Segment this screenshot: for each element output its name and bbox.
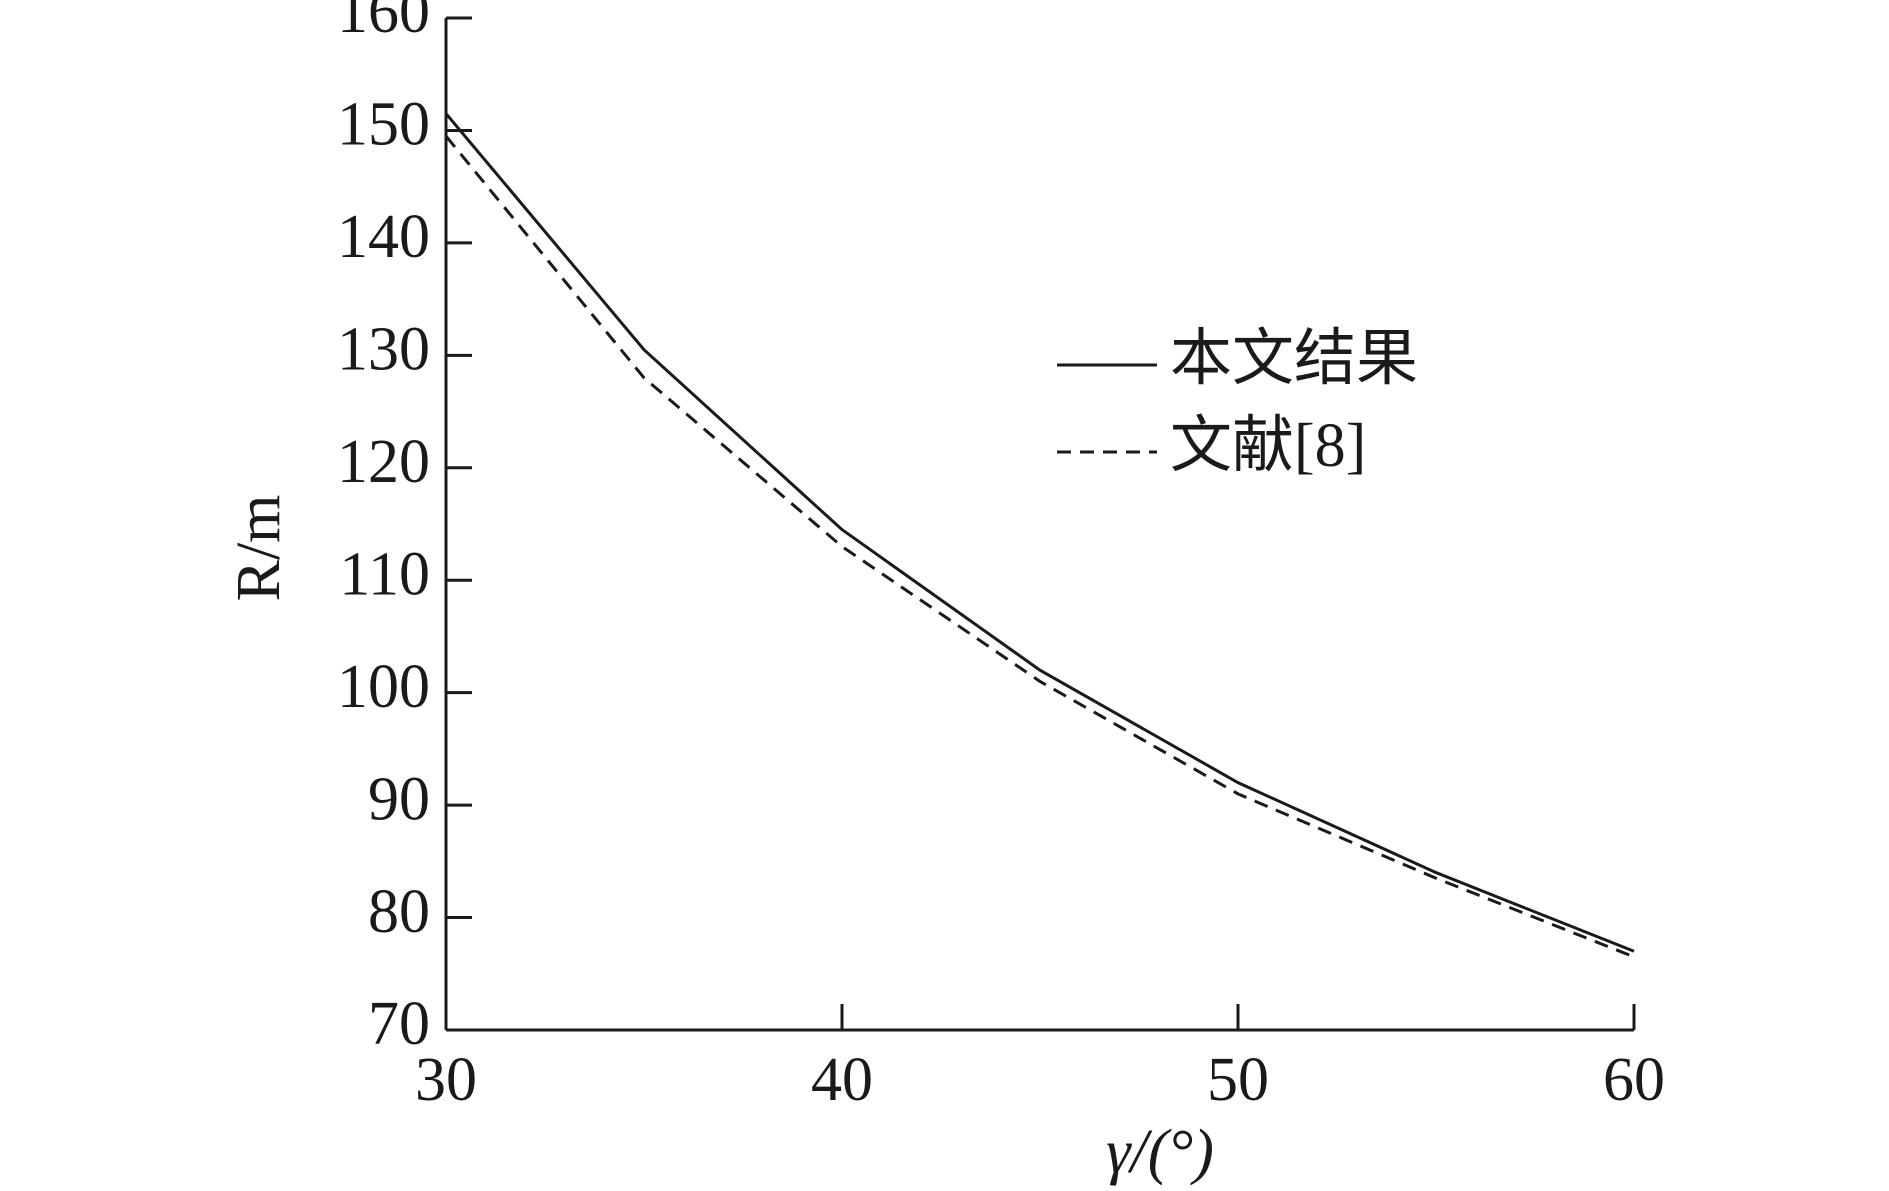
y-tick-label: 100 xyxy=(337,653,430,721)
y-tick-label: 70 xyxy=(368,990,430,1058)
y-tick-label: 120 xyxy=(337,428,430,496)
legend-label: 文献[8] xyxy=(1170,412,1366,480)
y-tick-label: 90 xyxy=(368,765,430,833)
y-tick-label: 160 xyxy=(337,0,430,46)
y-tick-label: 140 xyxy=(337,203,430,271)
y-tick-label: 110 xyxy=(339,540,430,608)
series-line xyxy=(444,112,1635,953)
series-line xyxy=(444,135,1635,959)
y-axis-label: R/m xyxy=(225,495,293,602)
legend-label: 本文结果 xyxy=(1170,325,1418,393)
y-tick-label: 150 xyxy=(337,91,430,159)
x-tick-label: 40 xyxy=(811,1046,873,1114)
x-axis-label: γ/(°) xyxy=(1106,1118,1214,1186)
x-tick-label: 60 xyxy=(1603,1046,1665,1114)
x-tick-label: 50 xyxy=(1207,1046,1269,1114)
y-tick-label: 80 xyxy=(368,878,430,946)
x-tick-label: 30 xyxy=(415,1046,477,1114)
y-tick-label: 130 xyxy=(337,316,430,384)
